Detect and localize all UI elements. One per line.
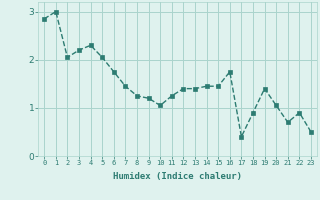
- X-axis label: Humidex (Indice chaleur): Humidex (Indice chaleur): [113, 172, 242, 181]
